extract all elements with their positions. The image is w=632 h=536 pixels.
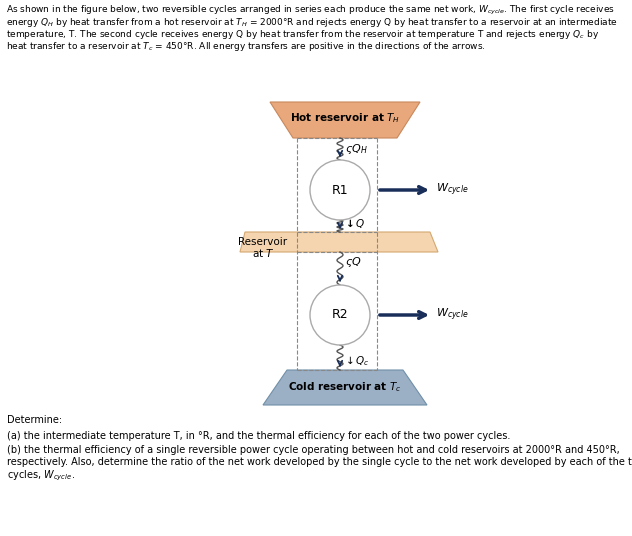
Text: cycles, $W_{cycle}$.: cycles, $W_{cycle}$. [7,469,75,483]
Circle shape [310,160,370,220]
Text: $\varsigma Q_H$: $\varsigma Q_H$ [345,142,368,156]
Text: heat transfer to a reservoir at $T_c$ = 450°R. All energy transfers are positive: heat transfer to a reservoir at $T_c$ = … [6,40,485,53]
Text: (a) the intermediate temperature T, in °R, and the thermal efficiency for each o: (a) the intermediate temperature T, in °… [7,431,511,441]
Polygon shape [270,102,420,138]
Circle shape [310,285,370,345]
Text: $W_{cycle}$: $W_{cycle}$ [436,182,469,198]
Text: $\mathbf{\downarrow}Q$: $\mathbf{\downarrow}Q$ [343,217,365,230]
Text: As shown in the figure below, two reversible cycles arranged in series each prod: As shown in the figure below, two revers… [6,4,615,17]
Text: $W_{cycle}$: $W_{cycle}$ [436,307,469,323]
Text: temperature, T. The second cycle receives energy Q by heat transfer from the res: temperature, T. The second cycle receive… [6,28,599,41]
Polygon shape [263,370,427,405]
Text: $\downarrow Q_c$: $\downarrow Q_c$ [343,354,370,368]
Text: respectively. Also, determine the ratio of the net work developed by the single : respectively. Also, determine the ratio … [7,457,632,467]
Text: (b) the thermal efficiency of a single reversible power cycle operating between : (b) the thermal efficiency of a single r… [7,445,620,455]
Text: Hot reservoir at $T_H$: Hot reservoir at $T_H$ [290,111,400,125]
Text: Reservoir: Reservoir [238,237,288,247]
Text: Determine:: Determine: [7,415,62,425]
Text: R2: R2 [332,309,348,322]
Text: R1: R1 [332,183,348,197]
Text: $\varsigma Q$: $\varsigma Q$ [345,255,362,269]
Polygon shape [240,232,438,252]
Text: Cold reservoir at $T_c$: Cold reservoir at $T_c$ [288,381,402,394]
Text: at $T$: at $T$ [252,247,274,259]
Text: energy $Q_H$ by heat transfer from a hot reservoir at $T_H$ = 2000°R and rejects: energy $Q_H$ by heat transfer from a hot… [6,16,618,29]
